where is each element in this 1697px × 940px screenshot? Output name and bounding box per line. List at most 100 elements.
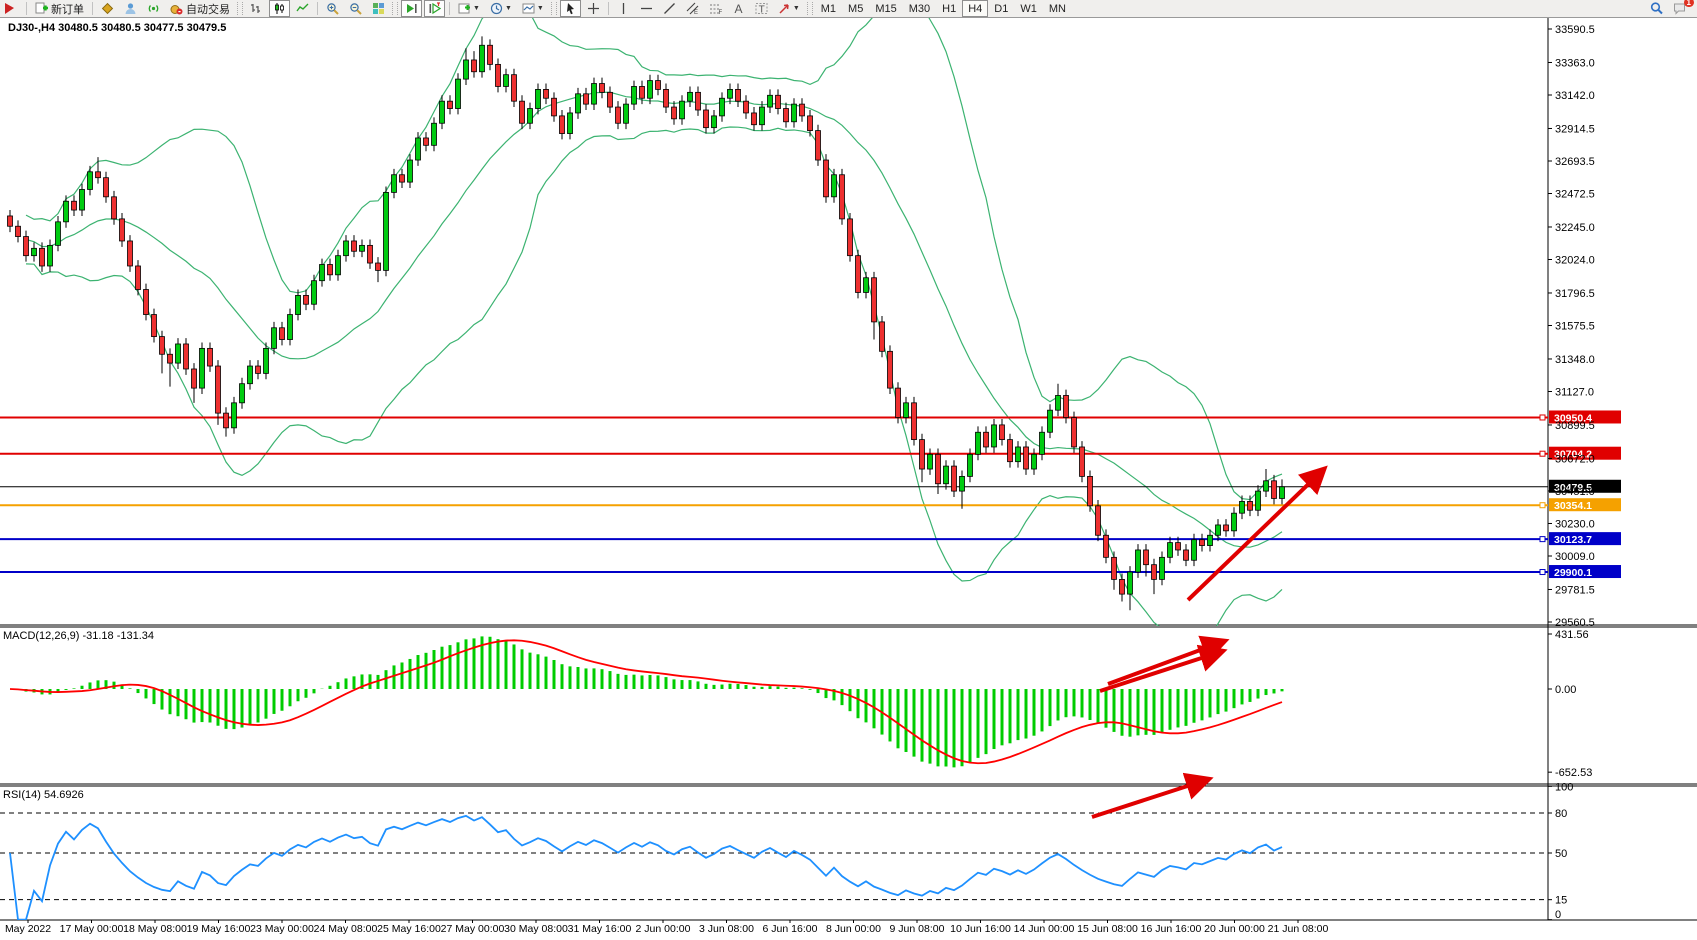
candle-body <box>951 465 957 492</box>
candle-body <box>1111 556 1117 580</box>
bar-chart-button[interactable] <box>246 0 267 17</box>
candle-body <box>1127 571 1133 595</box>
candle-body <box>223 412 229 429</box>
chart-window[interactable]: 30950.4 30704.2 30479.5 30354.1 30123.7 29900… <box>0 17 1697 935</box>
time-axis-label: 24 May 08:00 <box>314 923 378 935</box>
timeframe-W1-button[interactable]: W1 <box>1020 2 1037 15</box>
candle-body <box>1095 505 1101 536</box>
candle-body <box>71 200 77 211</box>
timeframe-M1-button[interactable]: M1 <box>820 2 837 15</box>
chart-shift-icon <box>428 2 441 15</box>
candle-body <box>215 365 221 414</box>
price-badge-label-30950.4: 30950.4 <box>1554 412 1592 424</box>
periods-button[interactable]: ▼ <box>486 0 516 17</box>
candle-body <box>559 115 565 134</box>
candle-body <box>479 44 485 73</box>
autotrading-label: 自动交易 <box>186 3 230 16</box>
auto-scroll-icon <box>405 2 418 15</box>
candle-body <box>55 221 61 246</box>
timeframe-MN-button[interactable]: MN <box>1048 2 1066 15</box>
rsi-tick-label: 80 <box>1555 808 1567 820</box>
dropdown-caret-icon[interactable]: ▼ <box>536 5 544 12</box>
candle-body <box>383 192 389 271</box>
candle-body <box>1015 446 1021 463</box>
time-axis-label: 10 Jun 16:00 <box>950 923 1011 935</box>
zoom-in-button[interactable] <box>322 0 343 17</box>
arrows-button[interactable]: ▼ <box>774 0 804 17</box>
rsi-indicator <box>0 812 1548 920</box>
candle-body <box>1255 490 1261 511</box>
candle-body <box>311 280 317 305</box>
candle-body <box>975 431 981 455</box>
trend-arrow-rsi-3[interactable] <box>1091 772 1214 819</box>
candle-body <box>79 189 85 211</box>
candle-body <box>327 264 333 276</box>
candle-body <box>1199 539 1205 546</box>
timeframe-D1-button[interactable]: D1 <box>994 2 1009 15</box>
candle-body <box>167 353 173 364</box>
autotrading-button[interactable]: 自动交易 <box>166 0 234 17</box>
signals-icon <box>147 2 160 15</box>
candle-body <box>447 100 453 109</box>
price-tick-label: 31575.5 <box>1555 320 1595 332</box>
crosshair-button[interactable] <box>583 0 604 17</box>
horizontal-line-icon <box>640 2 653 15</box>
trendline-button[interactable] <box>659 0 680 17</box>
candle-body <box>191 368 197 389</box>
timeframe-H1-button[interactable]: H1 <box>942 2 957 15</box>
level-line-handle[interactable] <box>1539 502 1546 509</box>
indicators-button[interactable]: ▼ <box>454 0 484 17</box>
candle-body <box>175 343 181 364</box>
level-line-handle[interactable] <box>1539 569 1546 576</box>
signals-button[interactable] <box>143 0 164 17</box>
horizontal-line-button[interactable] <box>636 0 657 17</box>
templates-button[interactable]: ▼ <box>518 0 548 17</box>
profile-button[interactable] <box>120 0 141 17</box>
gold-diamond-button[interactable] <box>97 0 118 17</box>
candle-body <box>1151 564 1157 580</box>
equidistant-channel-button[interactable]: E <box>682 0 703 17</box>
time-axis-label: 31 May 16:00 <box>568 923 632 935</box>
fibonacci-button[interactable]: F <box>705 0 726 17</box>
candle-body <box>1247 501 1253 511</box>
chart-shift-button[interactable] <box>424 0 445 17</box>
candle-body <box>511 74 517 102</box>
candle-body <box>415 137 421 161</box>
text-button[interactable]: A <box>728 0 749 17</box>
vertical-line-button[interactable] <box>613 0 634 17</box>
text-label-button[interactable]: T <box>751 0 772 17</box>
zoom-out-button[interactable] <box>345 0 366 17</box>
search-button[interactable] <box>1646 0 1667 17</box>
timeframe-H4-button[interactable]: H4 <box>962 0 989 17</box>
time-axis-label: 23 May 00:00 <box>250 923 314 935</box>
level-line-handle[interactable] <box>1539 536 1546 543</box>
candle-body <box>807 115 813 132</box>
candle-body <box>647 80 653 99</box>
notifications-button[interactable]: 1 <box>1669 0 1694 17</box>
candle-body <box>15 225 21 237</box>
candle-body <box>1047 409 1053 433</box>
level-line-handle[interactable] <box>1539 414 1546 421</box>
dropdown-caret-icon[interactable]: ▼ <box>504 5 512 12</box>
trend-arrow-macd-2[interactable] <box>1107 635 1230 686</box>
timeframe-M30-button[interactable]: M30 <box>908 2 931 15</box>
time-axis-label: 8 Jun 00:00 <box>826 923 881 935</box>
price-tick-label: 30230.0 <box>1555 518 1595 530</box>
dropdown-caret-icon[interactable]: ▼ <box>792 5 800 12</box>
cursor-button[interactable] <box>559 0 581 17</box>
level-line-handle[interactable] <box>1539 450 1546 457</box>
macd-label: MACD(12,26,9) -31.18 -131.34 <box>3 630 154 642</box>
candle-body <box>503 74 509 87</box>
equidistant-channel-icon: E <box>686 2 699 15</box>
dropdown-caret-icon[interactable]: ▼ <box>473 5 480 12</box>
timeframe-M15-button[interactable]: M15 <box>875 2 897 15</box>
trend-arrow-main-0[interactable] <box>1186 465 1328 602</box>
candlestick-chart-button[interactable] <box>269 0 290 17</box>
price-tick-label: 30899.5 <box>1555 420 1595 432</box>
tile-windows-button[interactable] <box>368 0 389 17</box>
price-badge-30704.2 <box>1549 446 1621 460</box>
auto-scroll-button[interactable] <box>401 0 422 17</box>
line-chart-button[interactable] <box>292 0 313 17</box>
new-order-button[interactable]: 新订单 <box>31 0 88 17</box>
timeframe-M5-button[interactable]: M5 <box>848 2 864 15</box>
